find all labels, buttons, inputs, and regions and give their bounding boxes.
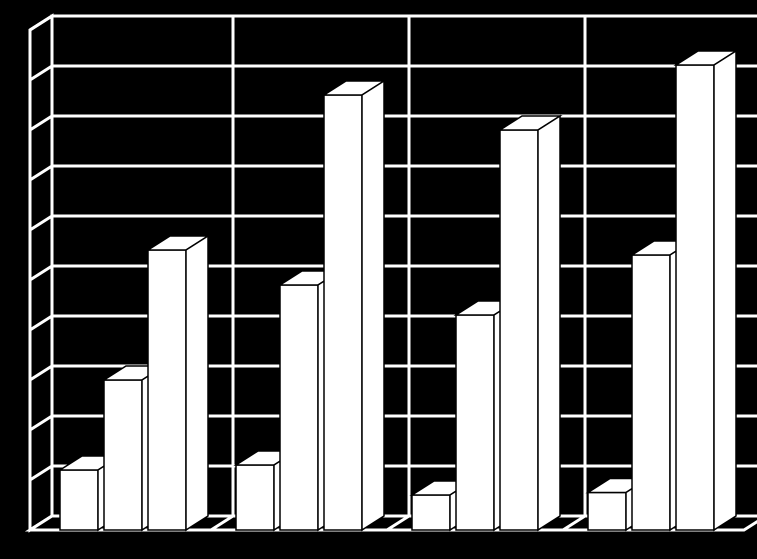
- bar-chart-3d: [0, 0, 757, 559]
